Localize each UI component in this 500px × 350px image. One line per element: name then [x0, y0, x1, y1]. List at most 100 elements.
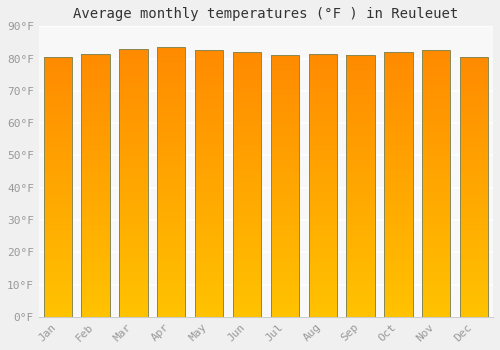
- Bar: [308, 135, 337, 138]
- Bar: [157, 163, 186, 166]
- Bar: [422, 157, 450, 160]
- Bar: [308, 230, 337, 233]
- Bar: [308, 169, 337, 172]
- Bar: [270, 254, 299, 257]
- Bar: [384, 208, 412, 211]
- Bar: [82, 190, 110, 193]
- Bar: [346, 61, 375, 63]
- Bar: [44, 231, 72, 234]
- Bar: [119, 159, 148, 161]
- Bar: [460, 275, 488, 278]
- Bar: [119, 84, 148, 86]
- Bar: [308, 225, 337, 228]
- Bar: [233, 214, 261, 216]
- Bar: [233, 266, 261, 269]
- Bar: [44, 127, 72, 130]
- Bar: [422, 234, 450, 237]
- Bar: [195, 162, 224, 165]
- Bar: [346, 225, 375, 228]
- Bar: [460, 208, 488, 210]
- Bar: [195, 64, 224, 66]
- Bar: [422, 266, 450, 269]
- Bar: [308, 104, 337, 106]
- Bar: [195, 141, 224, 144]
- Bar: [82, 146, 110, 148]
- Bar: [346, 278, 375, 280]
- Bar: [233, 84, 261, 86]
- Bar: [82, 180, 110, 183]
- Bar: [82, 201, 110, 204]
- Bar: [270, 144, 299, 147]
- Bar: [422, 125, 450, 128]
- Bar: [270, 257, 299, 259]
- Bar: [270, 283, 299, 286]
- Bar: [422, 162, 450, 165]
- Bar: [422, 287, 450, 290]
- Bar: [233, 190, 261, 193]
- Bar: [308, 75, 337, 77]
- Bar: [346, 74, 375, 76]
- Bar: [119, 151, 148, 153]
- Bar: [119, 94, 148, 97]
- Bar: [195, 210, 224, 213]
- Bar: [195, 245, 224, 247]
- Bar: [308, 293, 337, 296]
- Bar: [44, 153, 72, 156]
- Bar: [384, 71, 412, 73]
- Bar: [460, 106, 488, 109]
- Bar: [346, 168, 375, 170]
- Bar: [195, 56, 224, 58]
- Bar: [233, 118, 261, 121]
- Bar: [82, 167, 110, 169]
- Bar: [119, 287, 148, 290]
- Bar: [346, 110, 375, 113]
- Bar: [460, 286, 488, 288]
- Bar: [195, 237, 224, 239]
- Bar: [82, 304, 110, 306]
- Bar: [270, 223, 299, 225]
- Bar: [157, 47, 186, 50]
- Bar: [422, 306, 450, 309]
- Bar: [233, 224, 261, 227]
- Bar: [460, 171, 488, 174]
- Bar: [157, 106, 186, 109]
- Bar: [157, 90, 186, 93]
- Bar: [195, 253, 224, 255]
- Bar: [157, 217, 186, 220]
- Bar: [44, 184, 72, 187]
- Bar: [157, 204, 186, 206]
- Bar: [384, 274, 412, 277]
- Bar: [119, 295, 148, 298]
- Bar: [460, 91, 488, 93]
- Bar: [422, 80, 450, 83]
- Bar: [308, 59, 337, 62]
- Bar: [384, 182, 412, 184]
- Bar: [384, 235, 412, 237]
- Bar: [44, 216, 72, 218]
- Bar: [308, 256, 337, 259]
- Bar: [308, 91, 337, 93]
- Bar: [460, 140, 488, 143]
- Bar: [195, 90, 224, 93]
- Bar: [384, 176, 412, 179]
- Bar: [195, 261, 224, 264]
- Bar: [460, 229, 488, 231]
- Bar: [422, 112, 450, 114]
- Bar: [233, 211, 261, 213]
- Bar: [119, 103, 148, 105]
- Bar: [384, 86, 412, 89]
- Bar: [384, 153, 412, 155]
- Bar: [195, 69, 224, 72]
- Bar: [422, 277, 450, 280]
- Bar: [44, 88, 72, 91]
- Bar: [119, 49, 148, 317]
- Bar: [460, 98, 488, 101]
- Bar: [233, 171, 261, 174]
- Bar: [270, 61, 299, 63]
- Bar: [422, 122, 450, 125]
- Bar: [346, 204, 375, 207]
- Bar: [346, 144, 375, 147]
- Bar: [119, 124, 148, 127]
- Bar: [82, 159, 110, 162]
- Bar: [384, 290, 412, 293]
